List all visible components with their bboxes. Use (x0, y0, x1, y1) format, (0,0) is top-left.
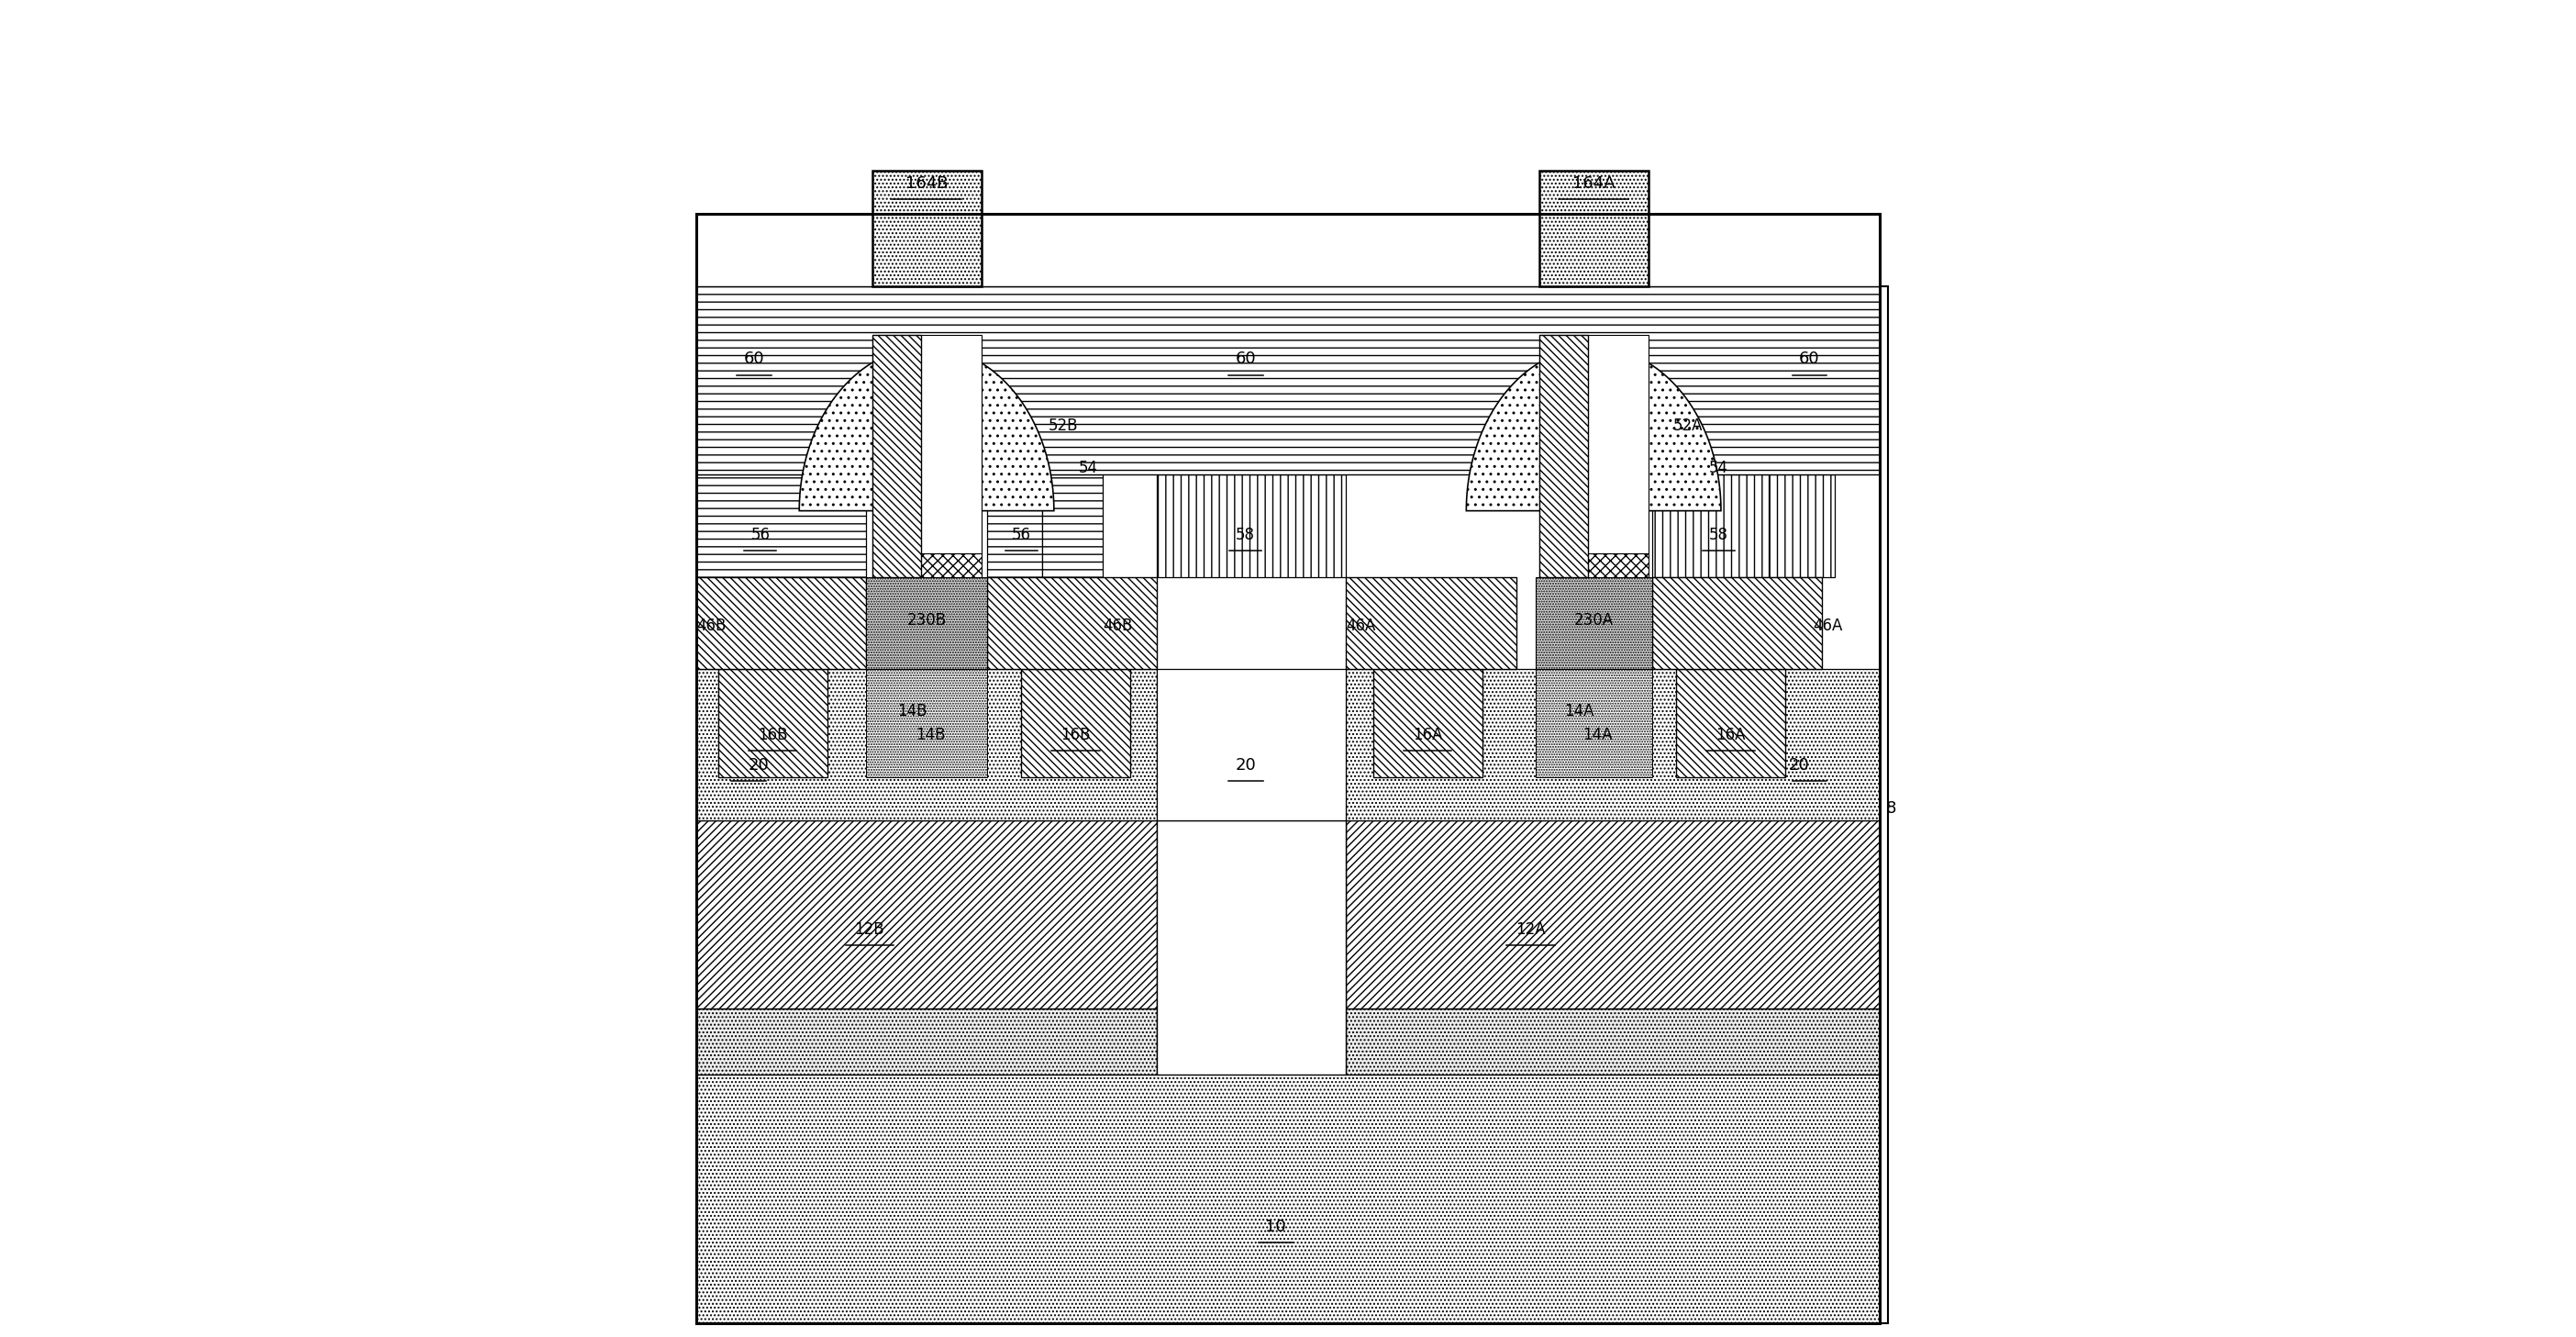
Bar (1041, 475, 1103, 578)
Bar (873, 334, 981, 554)
Bar (1373, 668, 1481, 778)
Text: 16A: 16A (1412, 727, 1443, 743)
Bar (873, 554, 981, 578)
Bar (1535, 578, 1651, 668)
Text: 46B: 46B (696, 618, 726, 634)
Bar (1157, 668, 1347, 820)
Bar (873, 334, 922, 578)
Text: 230B: 230B (907, 612, 945, 628)
Text: 12A: 12A (1515, 921, 1546, 937)
Text: 60: 60 (1798, 350, 1819, 368)
Text: 20: 20 (1788, 757, 1808, 774)
Bar (1767, 475, 1834, 578)
Bar (1347, 820, 1880, 1008)
Text: 14B: 14B (896, 703, 927, 719)
Bar (696, 1008, 1157, 1075)
Text: 60: 60 (1234, 350, 1257, 368)
Bar (696, 214, 1880, 1324)
Text: 14A: 14A (1582, 727, 1613, 743)
Bar (1347, 668, 1880, 820)
Text: 54: 54 (1079, 460, 1097, 476)
Text: 46B: 46B (1103, 618, 1133, 634)
Text: 58: 58 (1708, 527, 1728, 543)
Text: 16A: 16A (1716, 727, 1747, 743)
Text: 164A: 164A (1571, 175, 1615, 191)
Bar (1538, 554, 1649, 578)
Text: 52A: 52A (1674, 417, 1703, 435)
Text: 230A: 230A (1574, 612, 1613, 628)
Bar (1538, 171, 1649, 286)
Text: 14B: 14B (914, 727, 945, 743)
Text: 46A: 46A (1814, 618, 1842, 634)
Bar (1157, 820, 1347, 1075)
Bar (719, 668, 827, 778)
Text: 52B: 52B (1048, 417, 1079, 435)
Text: 16B: 16B (757, 727, 788, 743)
Bar (1347, 1008, 1880, 1075)
Bar (696, 668, 1157, 820)
Bar (866, 578, 987, 778)
Bar (1538, 334, 1589, 578)
Polygon shape (1466, 348, 1721, 511)
Text: 8: 8 (1886, 800, 1896, 817)
Text: 54: 54 (1708, 460, 1728, 476)
Polygon shape (799, 348, 1054, 511)
Bar (1157, 475, 1347, 578)
Text: 56: 56 (750, 527, 770, 543)
Bar (873, 171, 981, 286)
Bar (1535, 578, 1651, 778)
Bar (696, 475, 866, 578)
Bar (1347, 578, 1517, 668)
Bar (696, 820, 1157, 1008)
Text: 20: 20 (1234, 757, 1257, 774)
Bar (696, 286, 1880, 475)
Bar (987, 475, 1041, 578)
Text: 16B: 16B (1061, 727, 1090, 743)
Bar (1651, 475, 1767, 578)
Bar (1651, 578, 1821, 668)
Bar (1677, 668, 1785, 778)
Text: 164B: 164B (904, 175, 948, 191)
Bar (1020, 668, 1131, 778)
Text: 14A: 14A (1564, 703, 1595, 719)
Text: 56: 56 (1012, 527, 1030, 543)
Text: 12B: 12B (855, 921, 884, 937)
Bar (987, 578, 1157, 668)
Text: 60: 60 (744, 350, 765, 368)
Text: 46A: 46A (1347, 618, 1376, 634)
Bar (1538, 334, 1649, 554)
Bar (696, 578, 866, 668)
Bar (696, 1075, 1880, 1324)
Text: 58: 58 (1236, 527, 1255, 543)
Bar (866, 578, 987, 668)
Text: 10: 10 (1265, 1218, 1285, 1235)
Text: 20: 20 (747, 757, 770, 774)
